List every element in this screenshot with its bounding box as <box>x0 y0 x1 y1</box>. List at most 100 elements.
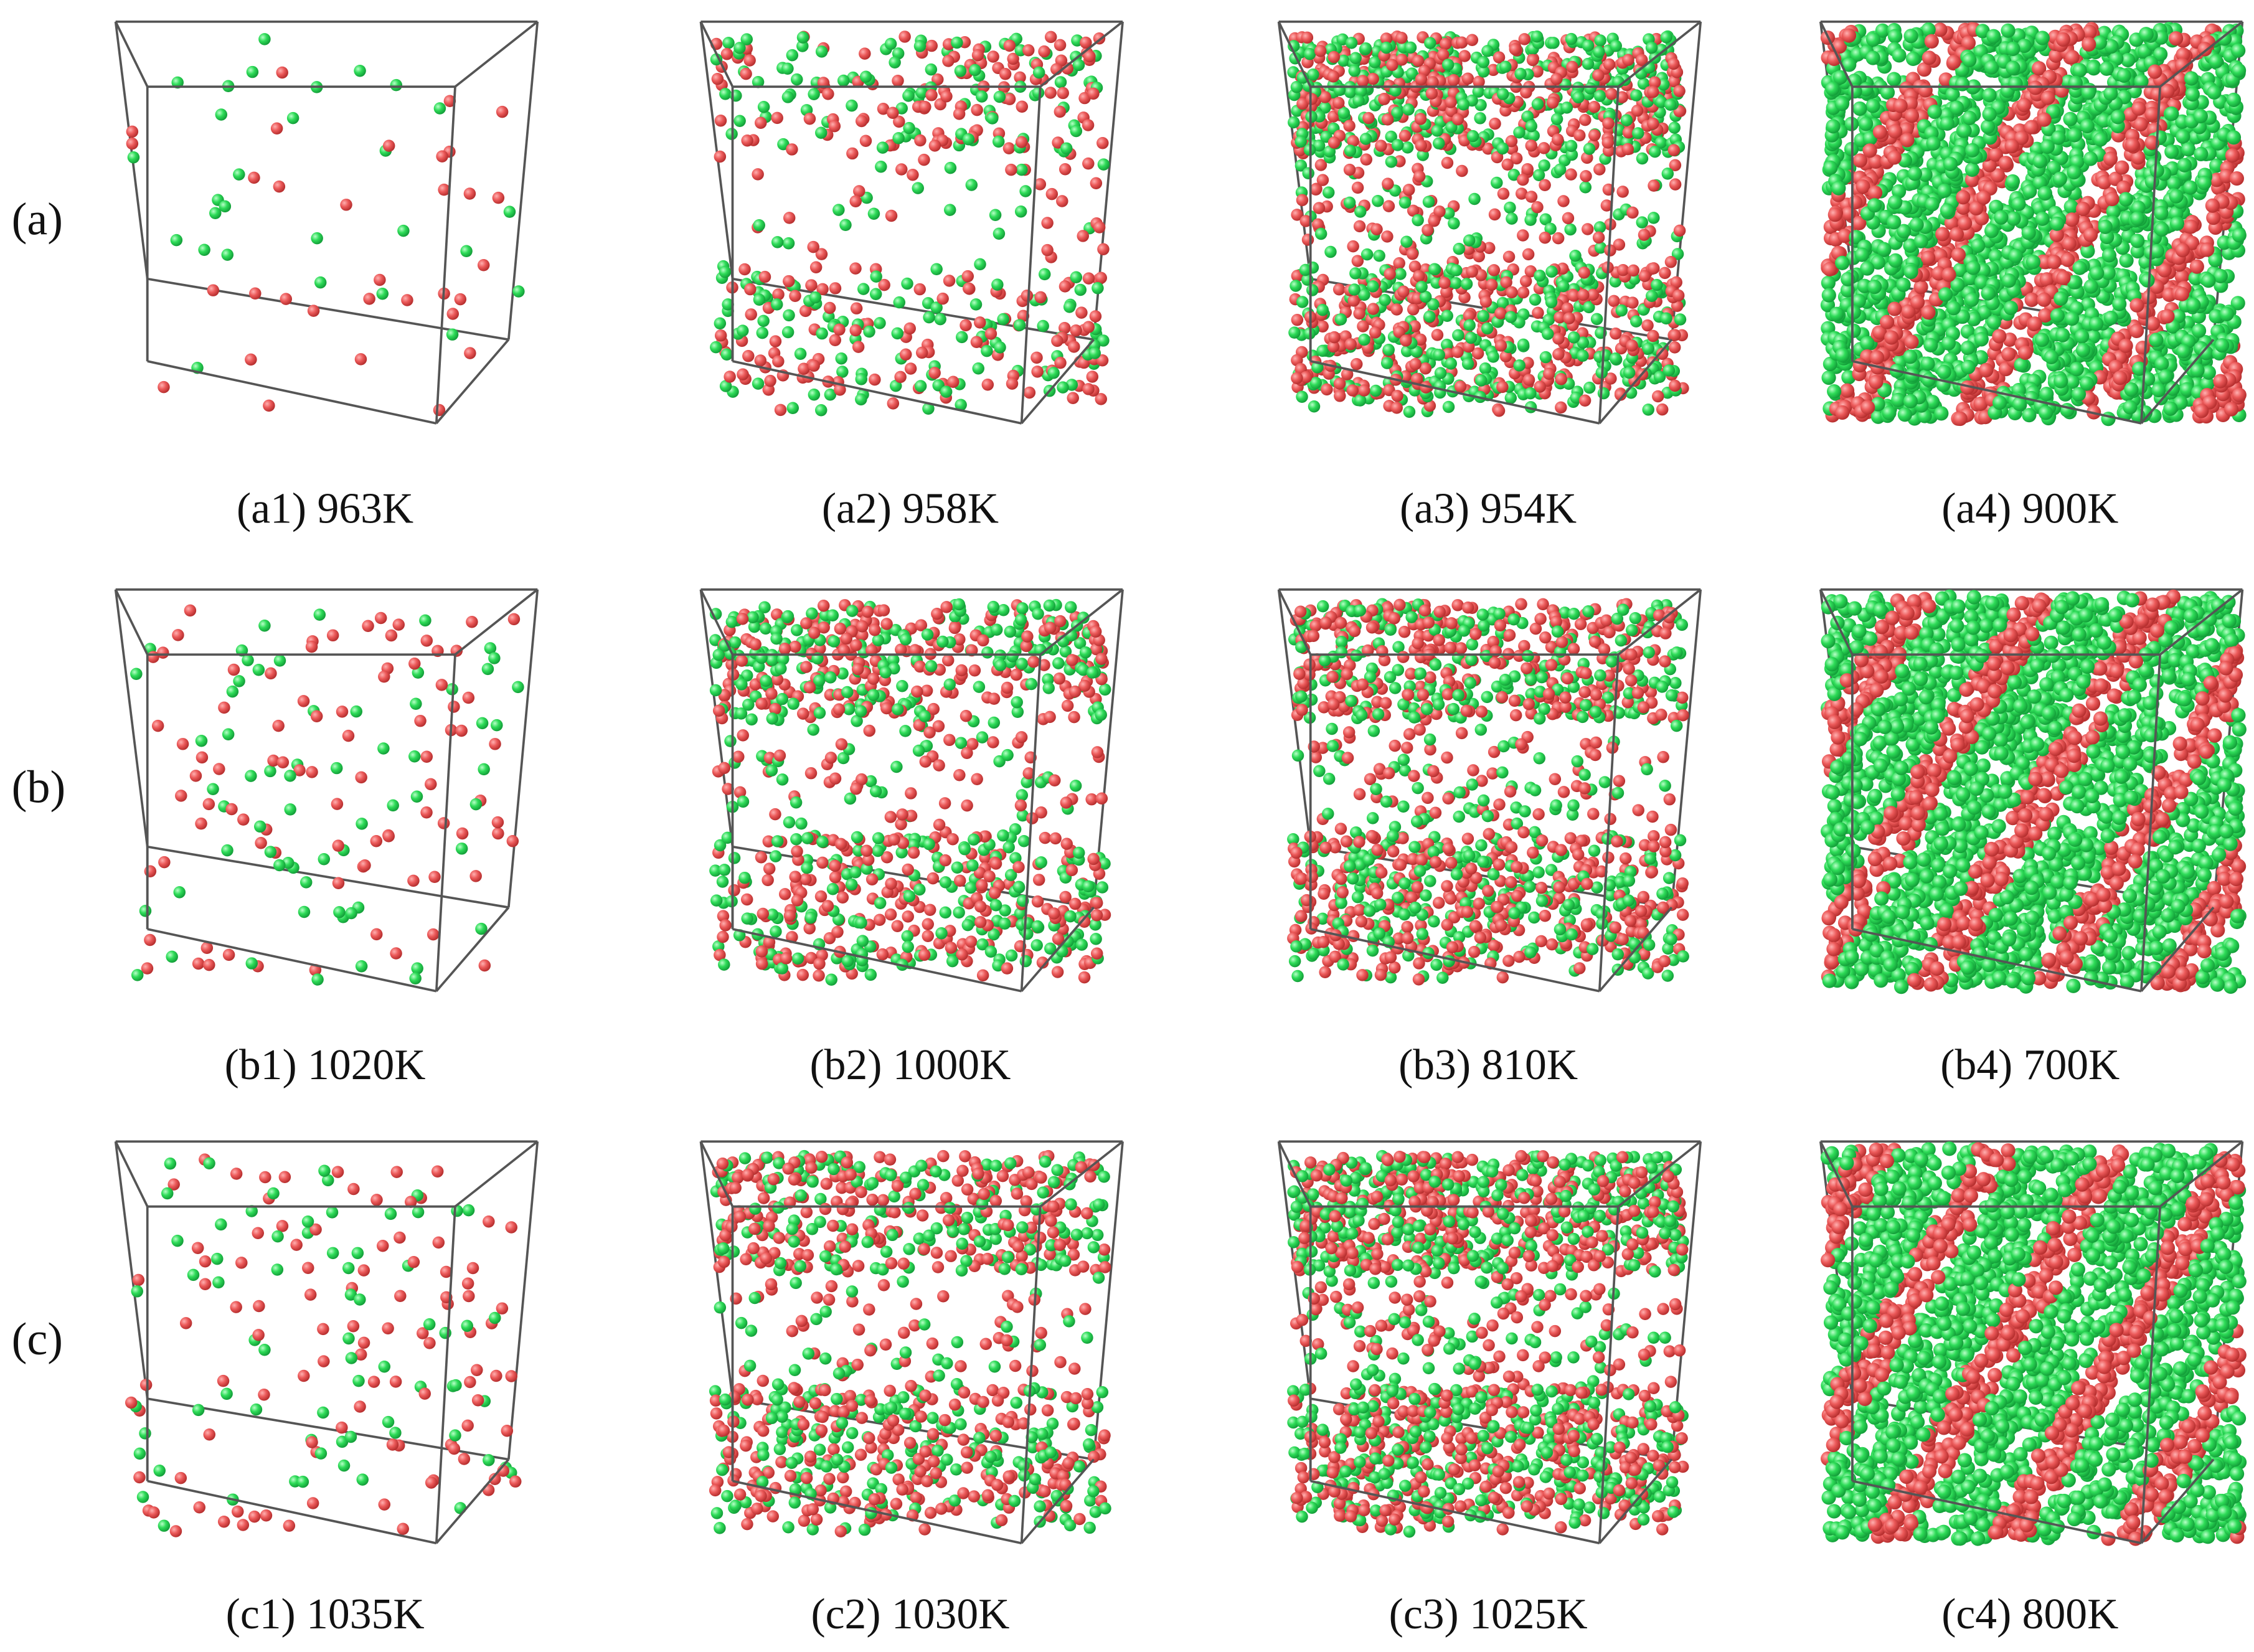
atom <box>144 865 157 877</box>
atom <box>1964 292 1979 307</box>
atom <box>1949 100 1964 115</box>
atom <box>392 618 405 631</box>
atom <box>1030 939 1043 951</box>
atom <box>1884 330 1899 345</box>
atom <box>960 319 972 332</box>
atom <box>407 874 420 887</box>
atom <box>943 204 956 216</box>
atom <box>151 719 164 732</box>
atom <box>1082 119 1095 131</box>
atom <box>1054 356 1067 369</box>
atom <box>1082 321 1095 333</box>
box-edge <box>114 21 149 280</box>
atom <box>1082 383 1095 395</box>
atom <box>2115 160 2129 175</box>
atom <box>2083 279 2098 294</box>
atom <box>420 635 433 647</box>
atom <box>1068 341 1080 353</box>
atom <box>1039 831 1052 844</box>
atom <box>1887 72 1902 87</box>
atom <box>790 833 803 846</box>
atom <box>306 766 318 778</box>
atom <box>1347 295 1360 307</box>
atom <box>464 347 476 359</box>
atom <box>1070 271 1083 284</box>
atom <box>2193 108 2208 124</box>
atom <box>865 873 879 885</box>
atom <box>1647 117 1659 130</box>
atom <box>1353 220 1366 233</box>
atom <box>1312 218 1324 231</box>
atom <box>1431 125 1443 137</box>
atom <box>207 284 220 296</box>
atom <box>401 294 413 306</box>
atom <box>1925 197 1940 212</box>
atom <box>719 380 732 392</box>
atom <box>772 355 785 368</box>
atom <box>1334 390 1346 402</box>
atom <box>1395 32 1408 44</box>
atom <box>782 237 795 250</box>
atom <box>1296 296 1309 308</box>
atom <box>1499 60 1512 73</box>
atom <box>2006 211 2021 226</box>
atom <box>1369 326 1382 339</box>
atom <box>2052 171 2067 186</box>
atom <box>1491 176 1503 189</box>
atom <box>249 287 262 300</box>
atom <box>887 106 899 119</box>
atom <box>791 73 803 86</box>
atom <box>1918 83 1933 98</box>
atom <box>1369 384 1382 397</box>
atom <box>258 33 271 45</box>
atom <box>1565 168 1577 181</box>
atom <box>1664 98 1677 111</box>
atom <box>714 329 727 342</box>
atom <box>740 33 753 45</box>
atom <box>1096 136 1109 149</box>
atom <box>1288 326 1301 339</box>
atom <box>297 695 310 707</box>
atom <box>237 813 250 826</box>
atom <box>326 629 339 642</box>
atom <box>1841 28 1857 43</box>
panel-caption: (a3) 954K <box>1400 485 1577 533</box>
atom <box>2215 337 2230 353</box>
atom <box>1086 371 1099 383</box>
atom <box>1327 136 1341 149</box>
atom <box>1893 98 1908 113</box>
atom <box>1626 296 1639 309</box>
atom <box>919 755 932 768</box>
atom <box>1373 249 1385 262</box>
atom <box>1032 66 1045 79</box>
atom <box>1593 90 1606 102</box>
atom <box>956 331 968 344</box>
atom <box>2105 191 2120 207</box>
atom <box>1517 338 1530 351</box>
atom <box>195 734 208 747</box>
atom <box>1332 97 1345 109</box>
atom <box>877 102 890 115</box>
atom <box>1479 295 1492 308</box>
atom <box>2001 273 2017 288</box>
atom <box>2194 404 2209 418</box>
atom <box>1031 895 1044 908</box>
atom <box>1022 44 1035 57</box>
atom <box>198 243 210 256</box>
atom <box>2148 64 2162 79</box>
atom <box>997 313 1009 326</box>
atom <box>833 323 846 336</box>
atom <box>1513 126 1525 139</box>
atom <box>1647 85 1659 98</box>
atom <box>1672 289 1685 302</box>
atom <box>928 367 941 379</box>
atom <box>330 762 343 775</box>
atom <box>855 373 868 385</box>
atom <box>1038 268 1051 281</box>
atom <box>2003 300 2019 316</box>
atom <box>972 362 984 375</box>
atom <box>933 818 946 831</box>
atom <box>899 348 912 361</box>
box-edge <box>699 21 734 280</box>
